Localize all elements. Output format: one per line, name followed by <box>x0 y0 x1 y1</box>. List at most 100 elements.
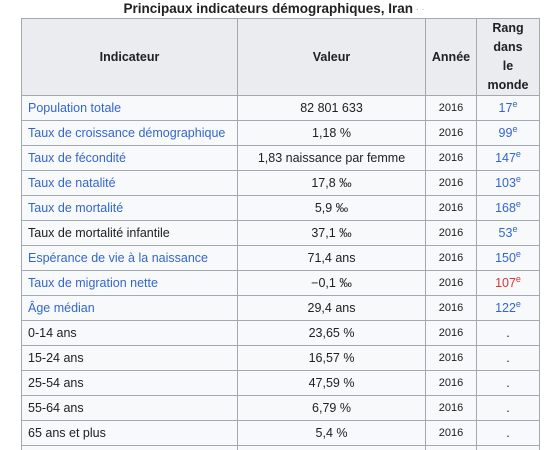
caption-text: Principaux indicateurs démographiques, I… <box>123 1 414 16</box>
indicator-cell: 15-24 ans <box>21 345 238 371</box>
header-indicator: Indicateur <box>21 18 238 96</box>
year-cell: 2016 <box>425 145 477 171</box>
indicator-link[interactable]: Taux de croissance démographique <box>28 126 226 140</box>
table-row: 55-64 ans 6,79 % 2016. <box>21 395 540 421</box>
value-cell: 37,1 ‰ <box>237 220 426 246</box>
rank-cell: 17e <box>476 95 540 121</box>
indicator-label: 0-14 ans <box>28 326 77 340</box>
table-row: Âge médian 29,4 ans 2016 122e <box>21 295 540 321</box>
indicator-link[interactable]: Âge médian <box>28 301 95 315</box>
indicator-link[interactable]: Taux de migration nette <box>28 276 158 290</box>
table-row: 0-14 ans 23,65 % 2016. <box>21 320 540 346</box>
indicator-cell: Taux de croissance démographique <box>21 120 238 146</box>
rank-link[interactable]: 99 <box>498 126 513 140</box>
indicator-cell: Taux de natalité <box>21 170 238 196</box>
rank-link[interactable]: 53 <box>498 226 513 240</box>
rank-cell: 150e <box>476 245 540 271</box>
table-row: 25-54 ans 47,59 % 2016. <box>21 370 540 396</box>
rank-cell: . <box>476 420 540 446</box>
indicator-cell: Taux de mortalité infantile <box>21 220 238 246</box>
year-cell: 2016 <box>425 245 477 271</box>
rank-value: . <box>506 401 510 415</box>
year-cell: 2016 <box>425 195 477 221</box>
year-cell: 2016 <box>425 295 477 321</box>
indicator-link[interactable]: Espérance de vie à la naissance <box>28 251 208 265</box>
indicator-cell: Taux de fécondité <box>21 145 238 171</box>
value-cell: 82 801 633 <box>237 95 426 121</box>
rank-value: . <box>506 426 510 440</box>
indicator-cell: 65 ans et plus <box>21 420 238 446</box>
indicator-link[interactable]: Population totale <box>28 101 122 115</box>
table-row: Taux d'urbanisation73,4 %201565e. <box>21 445 540 450</box>
indicator-label: 25-54 ans <box>28 376 84 390</box>
table-row: 65 ans et plus 5,4 % 2016. <box>21 420 540 446</box>
edit-dots-icon: · · <box>416 4 425 14</box>
rank-suffix: e <box>512 99 518 109</box>
rank-cell: . <box>476 370 540 396</box>
indicator-link[interactable]: Taux de natalité <box>28 176 116 190</box>
header-rank-line2: le monde <box>487 59 529 92</box>
indicator-cell: Population totale <box>21 95 238 121</box>
year-cell: 2015 <box>425 445 477 450</box>
year-cell: 2016 <box>425 170 477 196</box>
table-row: Taux de migration nette −0,1 ‰ 2016 107e <box>21 270 540 296</box>
value-cell: 1,18 % <box>237 120 426 146</box>
rank-cell: 103e <box>476 170 540 196</box>
rank-link[interactable]: 150 <box>495 251 516 265</box>
rank-link[interactable]: 17 <box>498 101 513 115</box>
rank-cell: 99e <box>476 120 540 146</box>
indicator-label: 15-24 ans <box>28 351 84 365</box>
year-cell: 2016 <box>425 370 477 396</box>
rank-suffix: e <box>512 224 518 234</box>
indicator-link[interactable]: Taux de fécondité <box>28 151 126 165</box>
table-row: Population totale 82 801 633 2016 17e <box>21 95 540 121</box>
value-cell: 73,4 % <box>237 445 426 450</box>
demographics-table: Indicateur Valeur Année Rang dans le mond… <box>21 18 540 450</box>
indicator-cell: 55-64 ans <box>21 395 238 421</box>
rank-value: . <box>506 376 510 390</box>
indicator-cell: Taux de migration nette <box>21 270 238 296</box>
year-cell: 2016 <box>425 420 477 446</box>
rank-cell: 147e <box>476 145 540 171</box>
rank-suffix: e <box>515 274 521 284</box>
rank-link[interactable]: 168 <box>495 201 516 215</box>
table-row: Taux de fécondité 1,83 naissance par femm… <box>21 145 540 171</box>
table-row: Taux de croissance démographique 1,18 % 20… <box>21 120 540 146</box>
header-year: Année <box>425 18 477 96</box>
header-row: Indicateur Valeur Année Rang dans le mond… <box>21 18 540 96</box>
year-cell: 2016 <box>425 320 477 346</box>
indicator-label: Taux de mortalité infantile <box>28 226 170 240</box>
value-cell: 6,79 % <box>237 395 426 421</box>
indicator-cell: 25-54 ans <box>21 370 238 396</box>
table-row: Taux de mortalité infantile 37,1 ‰ 2016 53e <box>21 220 540 246</box>
year-cell: 2016 <box>425 120 477 146</box>
value-cell: 1,83 naissance par femme <box>237 145 426 171</box>
rank-cell: 107e <box>476 270 540 296</box>
table-row: Taux de natalité 17,8 ‰ 2016 103e <box>21 170 540 196</box>
rank-cell: . <box>476 320 540 346</box>
value-cell: 23,65 % <box>237 320 426 346</box>
year-cell: 2016 <box>425 95 477 121</box>
indicator-link[interactable]: Taux de mortalité <box>28 201 124 215</box>
rank-suffix: e <box>515 199 521 209</box>
table-row: 15-24 ans 16,57 % 2016. <box>21 345 540 371</box>
rank-link[interactable]: 103 <box>495 176 516 190</box>
indicator-label: 65 ans et plus <box>28 426 106 440</box>
rank-cell: 65e. <box>476 445 540 450</box>
rank-cell: 168e <box>476 195 540 221</box>
value-cell: 17,8 ‰ <box>237 170 426 196</box>
rank-link[interactable]: 107 <box>495 276 516 290</box>
value-cell: 71,4 ans <box>237 245 426 271</box>
rank-suffix: e <box>515 299 521 309</box>
indicator-cell: Taux de mortalité <box>21 195 238 221</box>
indicator-cell: 0-14 ans <box>21 320 238 346</box>
header-rank: Rang dans le monde <box>476 18 540 96</box>
rank-link[interactable]: 147 <box>495 151 516 165</box>
rank-suffix: e <box>515 174 521 184</box>
indicator-cell: Âge médian <box>21 295 238 321</box>
rank-suffix: e <box>515 249 521 259</box>
year-cell: 2016 <box>425 220 477 246</box>
rank-link[interactable]: 122 <box>495 301 516 315</box>
table-caption: Principaux indicateurs démographiques, I… <box>0 0 548 20</box>
rank-cell: 122e <box>476 295 540 321</box>
